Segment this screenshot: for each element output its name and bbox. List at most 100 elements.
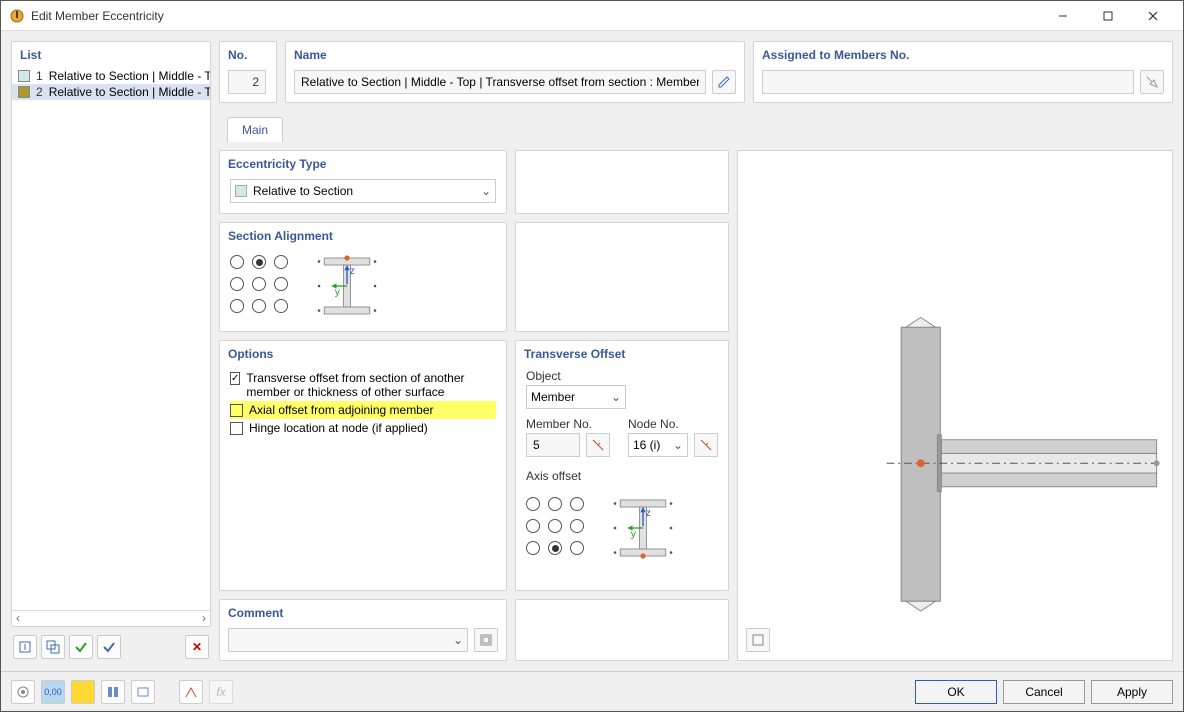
edit-name-button[interactable] [712,70,736,94]
alignment-radio[interactable] [230,299,244,313]
alignment-radio[interactable] [526,541,540,555]
list-panel: List 1Relative to Section | Middle - To2… [11,41,211,627]
checkbox[interactable] [230,404,243,417]
alignment-radio[interactable] [274,255,288,269]
no-input[interactable] [228,70,266,94]
list-toolbar: ✕ [11,633,211,661]
assigned-header: Assigned to Members No. [754,42,1172,66]
name-panel: Name [285,41,745,103]
list-item[interactable]: 1Relative to Section | Middle - To [12,68,210,84]
comment-library-button[interactable] [474,628,498,652]
list-label: Relative to Section | Middle - To [49,69,210,83]
alignment-radio[interactable] [548,497,562,511]
minimize-button[interactable] [1040,2,1085,30]
left-column: List 1Relative to Section | Middle - To2… [11,41,211,661]
comment-panel: Comment ⌄ [219,599,507,661]
svg-text:y: y [631,528,637,540]
alignment-radio[interactable] [570,541,584,555]
maximize-button[interactable] [1085,2,1130,30]
top-row: No. Name Assigned to Members No. [219,41,1173,103]
option-label: Hinge location at node (if applied) [249,421,428,435]
alignment-radio[interactable] [274,299,288,313]
node-no-label: Node No. [628,417,718,431]
empty-panel-2 [515,222,729,332]
units-button[interactable]: 0,00 [41,680,65,704]
ok-button[interactable]: OK [915,680,997,704]
list-swatch [18,86,30,98]
checkbox[interactable] [230,372,240,385]
no-panel: No. [219,41,277,103]
chevron-down-icon: ⌄ [481,184,491,198]
option-row[interactable]: Hinge location at node (if applied) [230,419,496,437]
member-no-input[interactable] [526,433,580,457]
check-green-button[interactable] [69,635,93,659]
apply-button[interactable]: Apply [1091,680,1173,704]
object-combo[interactable]: Member ⌄ [526,385,626,409]
delete-item-button[interactable]: ✕ [185,635,209,659]
list-item[interactable]: 2Relative to Section | Middle - To [12,84,210,100]
chevron-down-icon: ⌄ [611,390,621,404]
node-no-combo[interactable]: 16 (i) ⌄ [628,433,688,457]
assigned-input[interactable] [762,70,1134,94]
close-button[interactable] [1130,2,1175,30]
alignment-radio[interactable] [252,277,266,291]
empty-panel-3 [515,599,729,661]
list-scrollbar[interactable]: ‹› [12,610,210,626]
object-label: Object [526,369,718,383]
window-title: Edit Member Eccentricity [31,9,1040,23]
pick-member-button[interactable] [586,433,610,457]
no-header: No. [220,42,276,66]
chevron-down-icon: ⌄ [453,633,463,647]
list-body[interactable]: 1Relative to Section | Middle - To2Relat… [12,66,210,610]
svg-text:z: z [350,265,355,277]
svg-text:y: y [335,286,341,298]
alignment-radio[interactable] [230,255,244,269]
pick-members-button[interactable] [1140,70,1164,94]
section-alignment-panel: Section Alignment z y [219,222,507,332]
option-row[interactable]: Transverse offset from section of anothe… [230,369,496,401]
alignment-radio[interactable] [570,497,584,511]
comment-header: Comment [220,600,506,624]
preview-diagram [738,151,1172,660]
preview-panel [737,150,1173,661]
new-item-button[interactable] [13,635,37,659]
alignment-radio[interactable] [526,497,540,511]
tab-strip: Main [219,111,1173,142]
section-alignment-diagram: z y [312,251,382,321]
list-label: Relative to Section | Middle - To [49,85,210,99]
checkbox[interactable] [230,422,243,435]
alignment-radio[interactable] [274,277,288,291]
copy-item-button[interactable] [41,635,65,659]
axis-offset-grid[interactable] [526,493,588,563]
tool-4-button[interactable] [101,680,125,704]
tool-6-button[interactable] [179,680,203,704]
alignment-radio[interactable] [548,541,562,555]
dialog-window: Edit Member Eccentricity List 1Relative … [0,0,1184,712]
preview-settings-button[interactable] [746,628,770,652]
chevron-down-icon: ⌄ [673,438,683,452]
alignment-radio[interactable] [548,519,562,533]
tab-main[interactable]: Main [227,117,283,142]
combo-swatch [235,185,247,197]
option-row[interactable]: Axial offset from adjoining member [230,401,496,419]
empty-panel-1 [515,150,729,214]
alignment-radio[interactable] [252,299,266,313]
name-header: Name [286,42,744,66]
tool-7-button[interactable]: fx [209,680,233,704]
comment-combo[interactable]: ⌄ [228,628,468,652]
eccentricity-type-combo[interactable]: Relative to Section ⌄ [230,179,496,203]
alignment-radio[interactable] [570,519,584,533]
help-button[interactable] [11,680,35,704]
alignment-radio[interactable] [526,519,540,533]
alignment-radio[interactable] [230,277,244,291]
main-area: Eccentricity Type Relative to Section ⌄ [219,150,1173,661]
check-blue-button[interactable] [97,635,121,659]
tool-5-button[interactable] [131,680,155,704]
name-input[interactable] [294,70,706,94]
axis-offset-diagram: z y [608,493,678,563]
color-button[interactable] [71,680,95,704]
alignment-radio[interactable] [252,255,266,269]
section-alignment-grid[interactable] [230,251,292,321]
cancel-button[interactable]: Cancel [1003,680,1085,704]
pick-node-button[interactable] [694,433,718,457]
